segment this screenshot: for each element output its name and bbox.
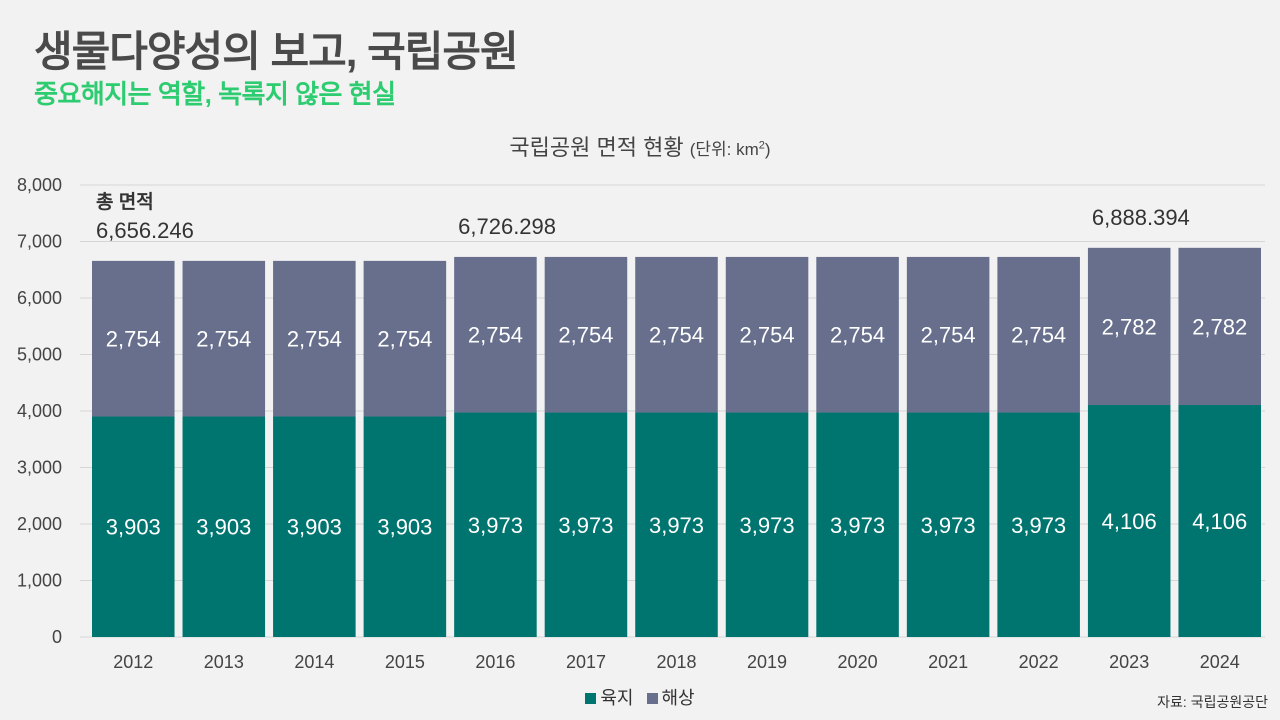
bar-label-land: 3,973: [921, 513, 976, 538]
total-annotation: 6,726.298: [458, 214, 556, 239]
bar-label-sea: 2,754: [558, 323, 613, 348]
bar-label-sea: 2,754: [1011, 323, 1066, 348]
bar-label-sea: 2,754: [287, 327, 342, 352]
bar-label-sea: 2,782: [1192, 314, 1247, 339]
bar-land: [1178, 405, 1261, 637]
bar-label-sea: 2,782: [1102, 314, 1157, 339]
bar-label-land: 4,106: [1102, 509, 1157, 534]
bar-land: [273, 416, 356, 637]
bar-sea: [997, 256, 1080, 413]
bar-land: [906, 412, 990, 637]
bar-label-land: 3,903: [106, 515, 161, 540]
bar-land: [544, 412, 628, 637]
bar-label-land: 3,973: [468, 513, 523, 538]
y-tick-label: 1,000: [17, 571, 62, 591]
y-tick-label: 0: [52, 627, 62, 647]
bar-label-land: 3,973: [740, 513, 795, 538]
bar-label-land: 3,973: [649, 513, 704, 538]
x-tick-label: 2020: [838, 652, 878, 672]
bar-label-land: 3,973: [558, 513, 613, 538]
legend-swatch-sea: [646, 693, 658, 704]
source-note: 자료: 국립공원공단: [1157, 694, 1268, 710]
chart-unit: (단위: km2): [689, 139, 771, 159]
bar-label-sea: 2,754: [921, 323, 976, 348]
chart-title-main: 국립공원 면적 현황: [509, 135, 684, 160]
chart-title: 국립공원 면적 현황 (단위: km2): [0, 130, 1280, 162]
bar-label-sea: 2,754: [649, 323, 704, 348]
bar-label-land: 3,973: [830, 513, 885, 538]
bar-label-land: 3,903: [377, 515, 432, 540]
bar-sea: [1087, 247, 1171, 406]
bar-sea: [816, 256, 899, 413]
x-tick-label: 2023: [1109, 652, 1149, 672]
legend-item-land: 육지: [585, 688, 633, 708]
bar-sea: [544, 256, 628, 413]
bar-sea: [906, 256, 990, 413]
bar-sea: [363, 260, 447, 417]
y-tick-label: 5,000: [17, 345, 62, 365]
page-title: 생물다양성의 보고, 국립공원: [34, 28, 519, 75]
bar-label-sea: 2,754: [468, 323, 523, 348]
bar-land: [997, 412, 1080, 637]
x-tick-label: 2013: [204, 652, 244, 672]
total-annotation: 6,656.246: [96, 218, 194, 243]
x-tick-label: 2021: [928, 652, 968, 672]
bar-label-sea: 2,754: [106, 327, 161, 352]
bar-land: [92, 416, 175, 637]
total-annotation: 6,888.394: [1092, 205, 1190, 230]
y-tick-label: 8,000: [17, 175, 62, 195]
legend-swatch-land: [585, 693, 597, 704]
bar-land: [816, 412, 899, 637]
bar-sea: [182, 260, 266, 417]
x-tick-label: 2016: [475, 652, 515, 672]
bar-label-land: 3,903: [196, 515, 251, 540]
bar-label-sea: 2,754: [830, 323, 885, 348]
x-tick-label: 2019: [747, 652, 787, 672]
bar-sea: [92, 260, 175, 417]
y-tick-label: 6,000: [17, 288, 62, 308]
bar-label-land: 3,973: [1011, 513, 1066, 538]
bar-land: [182, 416, 266, 637]
bar-land: [363, 416, 447, 637]
x-tick-label: 2018: [656, 652, 696, 672]
bar-sea: [454, 256, 537, 413]
bar-sea: [1178, 247, 1261, 406]
legend-label-sea: 해상: [661, 688, 695, 708]
bar-label-land: 4,106: [1192, 509, 1247, 534]
y-tick-label: 2,000: [17, 514, 62, 534]
x-tick-label: 2015: [385, 652, 425, 672]
bar-sea: [635, 256, 718, 413]
legend-label-land: 육지: [600, 688, 634, 708]
bar-label-land: 3,903: [287, 515, 342, 540]
bar-label-sea: 2,754: [740, 323, 795, 348]
legend: 육지 해상: [0, 684, 1280, 710]
chart-unit-suffix: ): [764, 140, 771, 159]
y-tick-label: 7,000: [17, 232, 62, 252]
chart-unit-sup: 2: [758, 139, 765, 152]
bar-land: [1087, 405, 1171, 637]
x-tick-label: 2022: [1019, 652, 1059, 672]
bar-sea: [273, 260, 356, 417]
y-tick-label: 3,000: [17, 458, 62, 478]
bar-land: [635, 412, 718, 637]
bar-land: [454, 412, 537, 637]
x-tick-label: 2012: [113, 652, 153, 672]
bar-land: [725, 412, 809, 637]
legend-item-sea: 해상: [646, 688, 695, 708]
x-tick-label: 2014: [294, 652, 334, 672]
total-annotation-label: 총 면적: [96, 191, 154, 213]
bar-label-sea: 2,754: [196, 327, 251, 352]
bar-label-sea: 2,754: [377, 327, 432, 352]
page-subtitle: 중요해지는 역할, 녹록지 않은 현실: [34, 79, 396, 109]
x-tick-label: 2017: [566, 652, 606, 672]
x-tick-label: 2024: [1200, 652, 1240, 672]
bar-sea: [725, 256, 809, 413]
y-tick-label: 4,000: [17, 401, 62, 421]
chart-unit-prefix: (단위: km: [689, 140, 759, 159]
